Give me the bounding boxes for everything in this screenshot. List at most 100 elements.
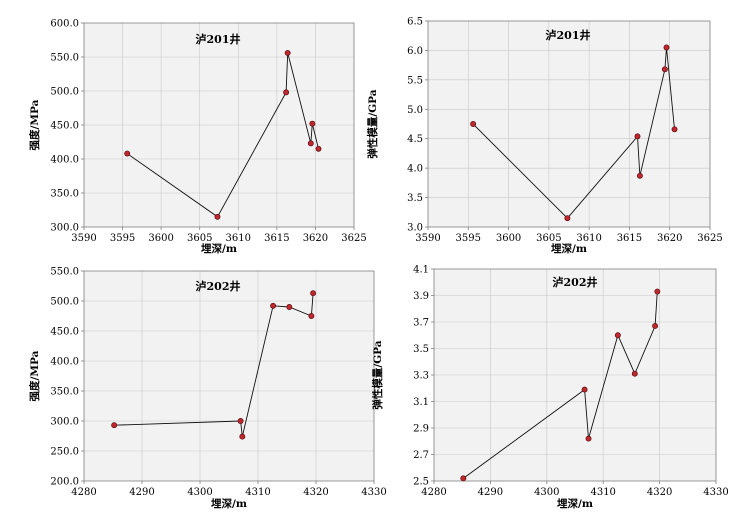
data-point xyxy=(470,121,477,127)
x-tick-label: 4330 xyxy=(703,487,728,498)
plot-frame xyxy=(83,270,375,482)
data-point xyxy=(581,386,588,393)
y-tick-label: 4.5 xyxy=(407,134,423,145)
plot-area xyxy=(84,271,374,481)
y-tick-label: 450.0 xyxy=(50,327,79,338)
data-point xyxy=(631,370,638,377)
data-point xyxy=(239,433,246,440)
plot-frame xyxy=(433,268,717,482)
x-tick-label: 4290 xyxy=(129,487,154,498)
y-tick-label: 2.7 xyxy=(413,450,429,461)
x-tick-label: 4300 xyxy=(534,487,559,498)
x-tick-label: 3625 xyxy=(341,233,366,244)
plot-frame xyxy=(83,22,355,228)
data-point xyxy=(286,304,293,310)
data-point xyxy=(284,49,291,56)
x-tick-label: 3625 xyxy=(697,233,722,244)
data-point xyxy=(283,89,290,96)
chart-panel-2: 3.0 3.5 4.0 4.5 5.0 5.5 6.0 6.5 3590 3595 3600 3605… xyxy=(366,17,723,256)
plot-frame xyxy=(427,20,711,228)
x-tick-label: 3615 xyxy=(264,233,289,244)
y-tick-label: 450.0 xyxy=(50,121,79,132)
panel-title: 泸202井 xyxy=(553,275,598,289)
y-tick-label: 2.5 xyxy=(413,477,429,488)
y-tick-label: 5.5 xyxy=(407,75,423,86)
data-point xyxy=(308,313,315,319)
y-tick-label: 350.0 xyxy=(50,387,79,398)
x-tick-label: 3590 xyxy=(71,233,96,244)
data-point xyxy=(564,215,571,222)
y-tick-label: 3.5 xyxy=(413,344,429,355)
x-axis-label: 埋深/m xyxy=(211,497,247,510)
y-tick-label: 3.3 xyxy=(413,371,429,382)
y-tick-label: 4.1 xyxy=(413,265,429,276)
y-axis-label: 强度/MPa xyxy=(28,350,41,401)
data-point xyxy=(237,418,244,424)
x-tick-label: 3600 xyxy=(496,233,521,244)
y-tick-label: 550.0 xyxy=(50,267,79,278)
y-axis-label: 弹性模量/GPa xyxy=(366,89,379,158)
y-tick-label: 3.1 xyxy=(413,397,429,408)
y-tick-label: 3.7 xyxy=(413,318,429,329)
data-point xyxy=(111,422,118,429)
y-tick-label: 500.0 xyxy=(50,297,79,308)
data-point xyxy=(636,172,643,179)
x-axis-label: 埋深/m xyxy=(557,497,593,510)
data-point xyxy=(214,213,221,220)
data-point xyxy=(663,44,670,51)
x-tick-label: 3590 xyxy=(415,233,440,244)
y-tick-label: 600.0 xyxy=(50,19,79,30)
data-point xyxy=(652,323,659,329)
y-tick-label: 200.0 xyxy=(50,477,79,488)
x-tick-label: 3620 xyxy=(657,233,682,244)
y-tick-label: 4.0 xyxy=(407,164,423,175)
y-tick-label: 5.0 xyxy=(407,105,423,116)
x-tick-label: 4320 xyxy=(303,487,328,498)
chart-panel-4: 2.5 2.7 2.9 3.1 3.3 3.5 3.7 3.9 4.1 4280 4290 4300 4… xyxy=(371,265,729,511)
y-tick-label: 400.0 xyxy=(50,357,79,368)
x-tick-label: 3605 xyxy=(187,233,212,244)
x-tick-label: 3605 xyxy=(536,233,561,244)
x-tick-label: 3620 xyxy=(303,233,328,244)
y-tick-label: 2.9 xyxy=(413,424,429,435)
panel-title: 泸201井 xyxy=(196,32,241,46)
data-point xyxy=(309,120,316,127)
chart-panel-1: 300.0 350.0 400.0 450.0 500.0 550.0 600.0 3590 3… xyxy=(28,19,367,256)
data-point xyxy=(270,302,277,309)
data-point xyxy=(460,475,467,482)
x-tick-label: 4310 xyxy=(590,487,615,498)
x-axis-label: 埋深/m xyxy=(201,242,237,255)
y-tick-label: 300.0 xyxy=(50,417,79,428)
data-point xyxy=(614,332,621,339)
x-tick-label: 4280 xyxy=(421,487,446,498)
y-tick-label: 3.0 xyxy=(407,223,423,234)
data-point xyxy=(310,290,317,297)
chart-panel-3: 200.0 250.0 300.0 350.0 400.0 450.0 500.0 550.0… xyxy=(28,267,387,511)
x-tick-label: 3615 xyxy=(617,233,642,244)
x-tick-label: 3595 xyxy=(110,233,135,244)
data-point xyxy=(307,140,314,147)
y-tick-label: 6.5 xyxy=(407,17,423,28)
y-tick-label: 350.0 xyxy=(50,189,79,200)
data-point xyxy=(315,145,322,152)
y-axis-label: 弹性模量/GPa xyxy=(371,340,384,409)
y-tick-label: 250.0 xyxy=(50,447,79,458)
data-point xyxy=(671,126,678,133)
y-tick-label: 400.0 xyxy=(50,155,79,166)
data-point xyxy=(585,435,592,442)
data-point xyxy=(124,150,131,157)
y-tick-label: 550.0 xyxy=(50,53,79,64)
x-tick-label: 3595 xyxy=(456,233,481,244)
panel-title: 泸202井 xyxy=(196,279,241,293)
data-point xyxy=(654,288,661,295)
panel-title: 泸201井 xyxy=(546,28,591,42)
data-point xyxy=(634,133,641,140)
y-tick-label: 500.0 xyxy=(50,87,79,98)
x-tick-label: 4290 xyxy=(478,487,503,498)
y-tick-label: 300.0 xyxy=(50,223,79,234)
x-tick-label: 3600 xyxy=(148,233,173,244)
x-tick-label: 4280 xyxy=(71,487,96,498)
x-tick-label: 4330 xyxy=(361,487,386,498)
x-tick-label: 4300 xyxy=(187,487,212,498)
